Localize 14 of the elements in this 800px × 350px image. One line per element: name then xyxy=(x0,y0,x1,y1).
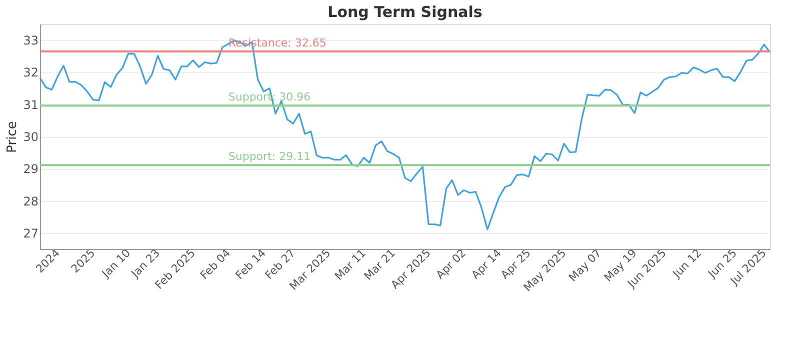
chart-title: Long Term Signals xyxy=(328,3,482,21)
ref-line-label: Support: 29.11 xyxy=(228,150,311,164)
x-tick-label: Apr 02 xyxy=(434,246,469,282)
x-tick-label: Feb 04 xyxy=(198,246,234,282)
y-tick-label: 30 xyxy=(23,130,38,144)
y-tick-label: 32 xyxy=(23,66,38,80)
y-tick-label: 31 xyxy=(23,98,38,112)
y-tick-label: 28 xyxy=(23,194,38,208)
x-tick-label: Jun 12 xyxy=(670,246,704,281)
y-tick-label: 33 xyxy=(23,34,38,48)
line-series xyxy=(39,40,771,230)
y-tick-label: 27 xyxy=(23,226,38,240)
y-axis-title: Price xyxy=(5,121,20,153)
y-tick-label: 29 xyxy=(23,162,38,176)
